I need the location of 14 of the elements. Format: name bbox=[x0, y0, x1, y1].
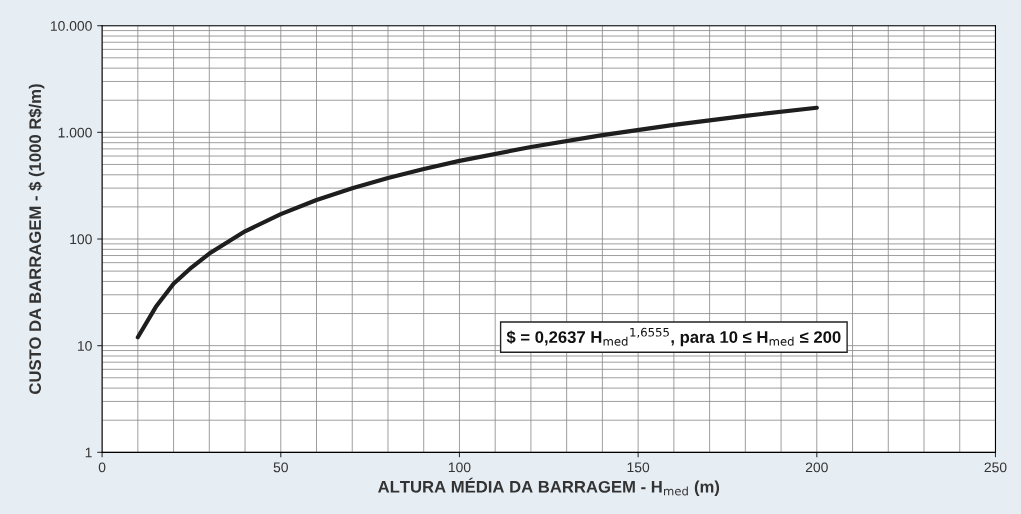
x-tick-label: 200 bbox=[805, 462, 828, 473]
annotation: $ = 0,2637 H$_{med}$$^{1,6555}$, para 10 ≤ H$_{med}$ ≤ 200 bbox=[506, 327, 841, 347]
x-tick-label: 0 bbox=[98, 462, 106, 473]
y-tick-label: 10 bbox=[77, 341, 92, 351]
x-axis-title: ALTURA MÉDIA DA BARRAGEM - H$_{med}$ (m) bbox=[378, 477, 720, 496]
x-tick-label: 50 bbox=[273, 462, 288, 473]
x-tick-label: 250 bbox=[984, 462, 1007, 473]
y-tick-label: 10.000 bbox=[50, 21, 92, 31]
y-tick-label: 100 bbox=[70, 234, 92, 245]
y-axis-title: CUSTO DA BARRAGEM - $ (1000 R$/m) bbox=[28, 84, 45, 394]
x-tick-label: 100 bbox=[448, 462, 471, 473]
y-tick-label: 1.000 bbox=[58, 127, 92, 138]
x-tick-label: 150 bbox=[627, 462, 650, 473]
y-tick-label: 1 bbox=[85, 447, 92, 458]
